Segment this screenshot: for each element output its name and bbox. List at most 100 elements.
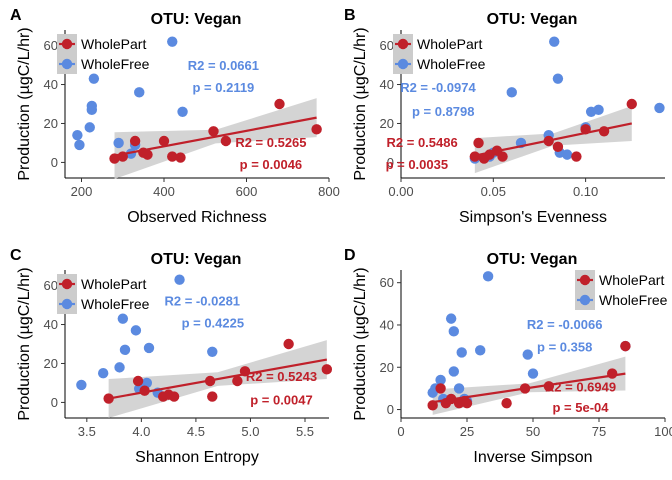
- wholepart-stat: R2 = 0.5243: [246, 369, 317, 384]
- x-tick-label: 0.00: [388, 184, 413, 199]
- wholepart-point: [142, 149, 153, 160]
- wholepart-point: [220, 135, 232, 147]
- x-tick-label: 200: [71, 184, 93, 199]
- wholepart-point: [274, 98, 285, 110]
- y-tick-label: 20: [44, 116, 58, 131]
- wholefree-stat: p = 0.358: [537, 339, 592, 354]
- legend-label-wholefree: WholeFree: [599, 292, 668, 308]
- wholefree-point: [207, 346, 218, 357]
- legend-key-point: [397, 38, 409, 50]
- wholefree-point: [76, 379, 87, 391]
- wholefree-point: [593, 104, 604, 116]
- wholepart-point: [552, 141, 564, 153]
- wholepart-stat: p = 5e-04: [553, 400, 610, 415]
- x-tick-label: 0.05: [481, 184, 506, 199]
- wholepart-stat: R2 = 0.5486: [387, 135, 458, 150]
- y-tick-label: 40: [380, 77, 394, 92]
- panel-title: OTU: Vegan: [151, 251, 242, 268]
- legend-label-wholefree: WholeFree: [81, 296, 150, 312]
- legend-label-wholepart: WholePart: [81, 36, 146, 52]
- wholepart-point: [571, 151, 582, 162]
- x-tick-label: 4.0: [132, 424, 150, 439]
- x-tick-label: 50: [526, 424, 540, 439]
- wholefree-point: [549, 36, 560, 47]
- wholefree-point: [143, 342, 155, 354]
- wholefree-stat: p = 0.2119: [192, 80, 254, 95]
- legend-key-point: [61, 278, 73, 290]
- wholefree-point: [552, 73, 564, 84]
- wholefree-stat: p = 0.4225: [182, 316, 245, 331]
- y-tick-label: 0: [387, 155, 394, 170]
- y-axis-title: Production (µgC/L/hr): [352, 267, 369, 420]
- x-tick-label: 4.5: [187, 424, 205, 439]
- y-tick-label: 20: [380, 360, 394, 375]
- wholefree-point: [97, 368, 109, 379]
- wholepart-point: [232, 375, 243, 387]
- y-tick-label: 40: [44, 77, 58, 92]
- wholepart-point: [167, 151, 178, 162]
- wholefree-point: [456, 347, 467, 358]
- y-tick-label: 0: [387, 402, 394, 417]
- wholefree-point: [130, 325, 142, 336]
- wholepart-stat: p = 0.0035: [386, 157, 449, 172]
- panel-c: C OTU: Vegan 3.5 4.0 4.5 5.0 5.5 0 20 40 60 Shannon…: [10, 247, 333, 466]
- regression-line: [114, 116, 317, 157]
- panel-a: A OTU: Vegan 200 400 600 800 0 20 40 60 Observed R…: [10, 7, 340, 226]
- wholepart-point: [283, 338, 294, 350]
- wholefree-point: [84, 122, 95, 133]
- regression-line: [432, 372, 626, 404]
- wholefree-point: [117, 313, 129, 324]
- legend-key-point: [579, 294, 591, 306]
- wholepart-point: [129, 135, 141, 147]
- legend-key-point: [61, 58, 73, 70]
- wholepart-point: [208, 126, 219, 137]
- panel-title: OTU: Vegan: [487, 251, 578, 268]
- x-tick-label: 100: [654, 424, 672, 439]
- wholefree-point: [88, 73, 100, 84]
- panel-title: OTU: Vegan: [151, 11, 242, 28]
- wholefree-point: [482, 271, 494, 282]
- legend-key-point: [579, 274, 591, 286]
- wholefree-point: [448, 326, 459, 337]
- x-tick-label: 0: [397, 424, 404, 439]
- x-tick-label: 3.5: [78, 424, 96, 439]
- wholepart-point: [501, 398, 512, 409]
- wholefree-point: [134, 87, 145, 98]
- wholefree-point: [527, 368, 539, 379]
- y-tick-label: 60: [380, 38, 394, 53]
- wholepart-point: [168, 391, 180, 402]
- wholepart-stat: p = 0.0046: [240, 157, 303, 172]
- wholefree-stat: R2 = -0.0281: [165, 294, 241, 309]
- wholefree-point: [522, 349, 533, 360]
- wholefree-point: [448, 366, 459, 377]
- wholefree-point: [475, 345, 486, 356]
- wholepart-point: [132, 375, 144, 387]
- wholefree-point: [177, 106, 188, 117]
- y-axis-title: Production (µgC/L/hr): [16, 27, 33, 180]
- legend-label-wholepart: WholePart: [599, 272, 664, 288]
- x-tick-label: 25: [460, 424, 474, 439]
- legend-key-point: [397, 58, 409, 70]
- wholepart-stat: R2 = 0.6949: [545, 379, 616, 394]
- wholepart-point: [607, 368, 618, 379]
- wholepart-point: [497, 151, 508, 162]
- wholefree-stat: R2 = -0.0974: [400, 80, 476, 95]
- y-tick-label: 0: [51, 395, 58, 410]
- panel-letter: D: [344, 247, 356, 264]
- y-tick-label: 40: [44, 317, 58, 332]
- wholefree-point: [141, 377, 153, 389]
- x-tick-label: 5.0: [241, 424, 259, 439]
- x-axis-title: Shannon Entropy: [135, 449, 259, 466]
- wholefree-stat: p = 0.8798: [412, 104, 475, 119]
- wholefree-point: [435, 374, 446, 386]
- wholepart-point: [473, 137, 484, 149]
- legend-label-wholefree: WholeFree: [81, 56, 150, 72]
- x-tick-label: 400: [153, 184, 175, 199]
- wholefree-point: [654, 102, 665, 114]
- x-tick-label: 600: [236, 184, 258, 199]
- y-tick-label: 40: [380, 317, 394, 332]
- y-tick-label: 20: [44, 356, 58, 371]
- panel-d: D OTU: Vegan 0 25 50 75 100 0 20 40 60 Inverse Simp…: [344, 247, 672, 466]
- x-axis-title: Observed Richness: [127, 209, 267, 226]
